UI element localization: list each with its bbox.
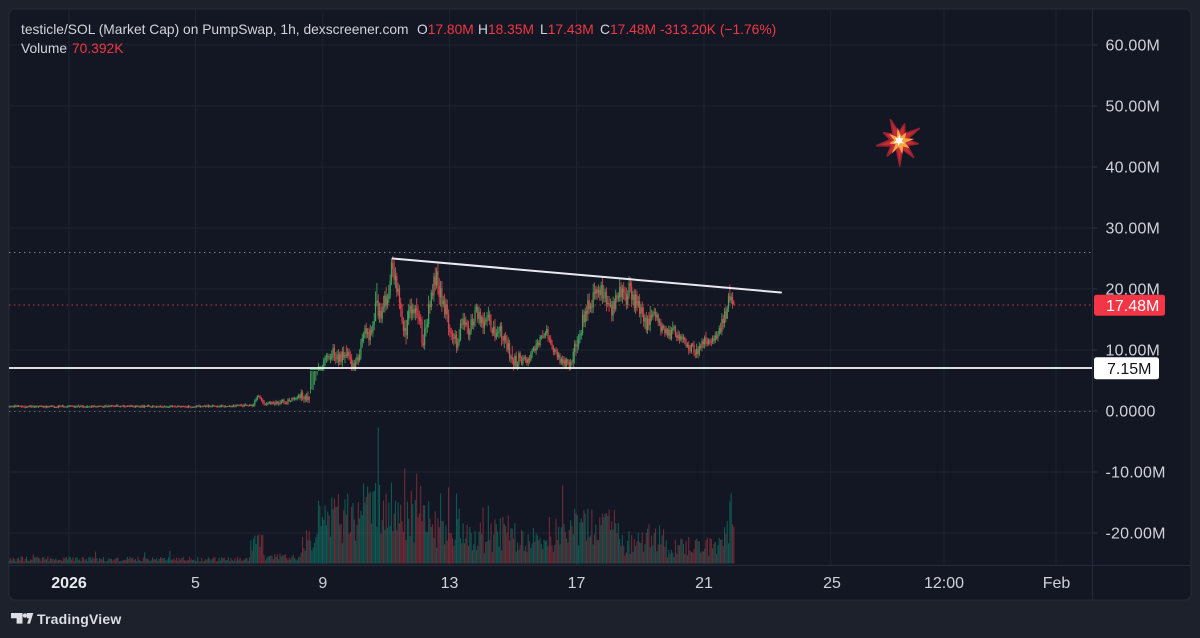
svg-text:50.00M: 50.00M [1106, 99, 1161, 116]
svg-text:2026: 2026 [51, 575, 87, 592]
svg-text:O17.80M: O17.80M [417, 22, 474, 37]
svg-text:-313.20K (−1.76%): -313.20K (−1.76%) [660, 22, 776, 37]
svg-text:30.00M: 30.00M [1106, 221, 1161, 238]
svg-text:0.0000: 0.0000 [1106, 404, 1156, 421]
svg-text:5: 5 [191, 575, 200, 592]
svg-text:20.00M: 20.00M [1106, 282, 1161, 299]
svg-text:C17.48M: C17.48M [600, 22, 656, 37]
svg-text:TradingView: TradingView [37, 611, 121, 627]
svg-text:10.00M: 10.00M [1106, 343, 1161, 360]
svg-text:Volume 70.392K: Volume 70.392K [21, 41, 124, 56]
svg-text:testicle/SOL (Market Cap) on P: testicle/SOL (Market Cap) on PumpSwap, 1… [21, 22, 409, 37]
svg-text:17: 17 [568, 575, 586, 592]
svg-text:60.00M: 60.00M [1106, 38, 1161, 55]
svg-text:21: 21 [695, 575, 713, 592]
svg-text:-10.00M: -10.00M [1106, 465, 1166, 482]
svg-text:12:00: 12:00 [924, 575, 964, 592]
svg-text:13: 13 [441, 575, 459, 592]
svg-text:17.48M: 17.48M [1106, 298, 1159, 315]
svg-text:40.00M: 40.00M [1106, 160, 1161, 177]
svg-text:H18.35M: H18.35M [478, 22, 534, 37]
svg-text:-20.00M: -20.00M [1106, 526, 1166, 543]
svg-text:Feb: Feb [1043, 575, 1071, 592]
svg-text:25: 25 [823, 575, 841, 592]
svg-text:7.15M: 7.15M [1107, 361, 1151, 378]
svg-text:9: 9 [318, 575, 327, 592]
svg-text:L17.43M: L17.43M [540, 22, 594, 37]
